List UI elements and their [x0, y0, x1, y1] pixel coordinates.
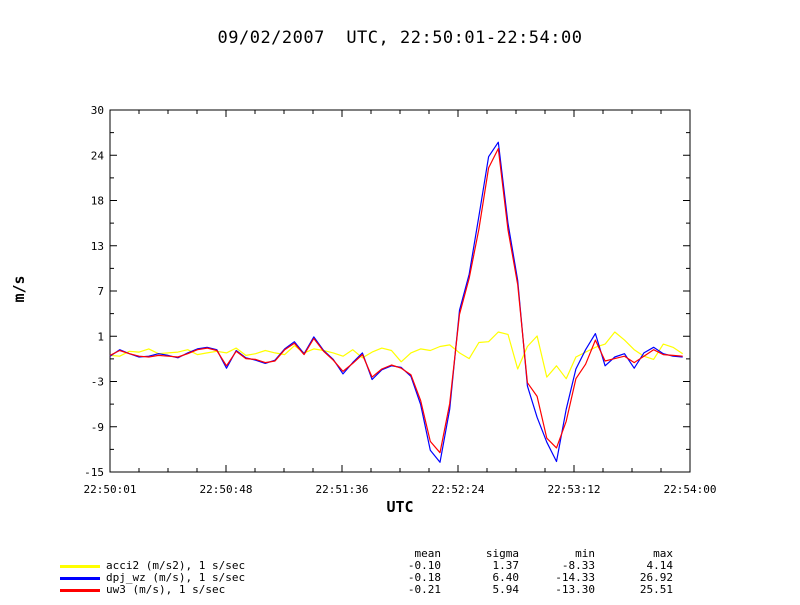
stat-max-uw3: 25.51 [639, 583, 673, 596]
x-tick-label: 22:53:12 [548, 483, 601, 496]
y-tick-label: 30 [91, 104, 104, 117]
axes [109, 109, 691, 473]
chart-title: 09/02/2007 UTC, 22:50:01-22:54:00 [217, 28, 583, 48]
y-tick-label: 18 [91, 195, 104, 208]
y-tick-label: -9 [91, 421, 104, 434]
y-tick-label: -15 [84, 466, 104, 479]
x-tick-label: 22:51:36 [316, 483, 369, 496]
y-axis-label: m/s [10, 275, 28, 303]
series-line-uw3 [109, 148, 683, 454]
stat-max-dpj_wz: 26.92 [639, 571, 673, 584]
stats-header-sigma: sigma [485, 547, 519, 560]
stats-header-max: max [653, 547, 673, 560]
series-line-dpj_wz [109, 141, 683, 463]
plot-frame [109, 109, 691, 473]
legend-label-uw3: uw3 (m/s), 1 s/sec [106, 583, 226, 596]
y-tick-label: 24 [91, 149, 105, 162]
legend-swatch-dpj_wz [60, 576, 100, 580]
y-tick-label: 1 [97, 330, 104, 343]
stats-header-min: min [575, 547, 595, 560]
stats-header-row: mean sigma min max [60, 547, 674, 560]
legend-label-dpj_wz: dpj_wz (m/s), 1 s/sec [106, 571, 246, 584]
stat-mean-uw3: -0.21 [407, 583, 441, 596]
x-tick-label: 22:50:48 [200, 483, 253, 496]
legend-swatch-acci2 [60, 564, 100, 568]
legend-swatch-uw3 [60, 588, 100, 592]
x-tick-label: 22:50:01 [84, 483, 137, 496]
stat-min-uw3: -13.30 [555, 583, 595, 596]
stats-legend: mean sigma min max acci2 (m/s2), 1 s/sec… [60, 548, 673, 596]
x-tick-label: 22:54:00 [664, 483, 717, 496]
stat-min-dpj_wz: -14.33 [555, 571, 595, 584]
stat-sigma-acci2: 1.37 [492, 559, 520, 572]
stat-sigma-uw3: 5.94 [492, 583, 520, 596]
stat-max-acci2: 4.14 [646, 559, 674, 572]
stat-sigma-dpj_wz: 6.40 [492, 571, 520, 584]
y-tick-label: 7 [97, 285, 104, 298]
stat-mean-dpj_wz: -0.18 [407, 571, 441, 584]
legend-row-acci2: acci2 (m/s2), 1 s/sec -0.10 1.37 -8.33 4… [60, 560, 673, 572]
series-line-acci2 [109, 331, 684, 380]
legend-row-uw3: uw3 (m/s), 1 s/sec -0.21 5.94 -13.30 25.… [60, 584, 673, 596]
tick-labels: 30 24 18 13 7 1 -3 -9 -15 22:50:01 22:50:48 22:51:3… [84, 104, 717, 496]
legend-row-dpj_wz: dpj_wz (m/s), 1 s/sec -0.18 6.40 -14.33 … [60, 572, 673, 584]
y-tick-label: -3 [91, 376, 104, 389]
legend-label-acci2: acci2 (m/s2), 1 s/sec [106, 559, 246, 572]
y-tick-label: 13 [91, 240, 104, 253]
series-lines [109, 141, 684, 463]
x-axis-label: UTC [386, 498, 414, 516]
x-tick-label: 22:52:24 [432, 483, 485, 496]
stat-mean-acci2: -0.10 [407, 559, 441, 572]
stat-min-acci2: -8.33 [561, 559, 595, 572]
stats-header-mean: mean [414, 547, 442, 560]
